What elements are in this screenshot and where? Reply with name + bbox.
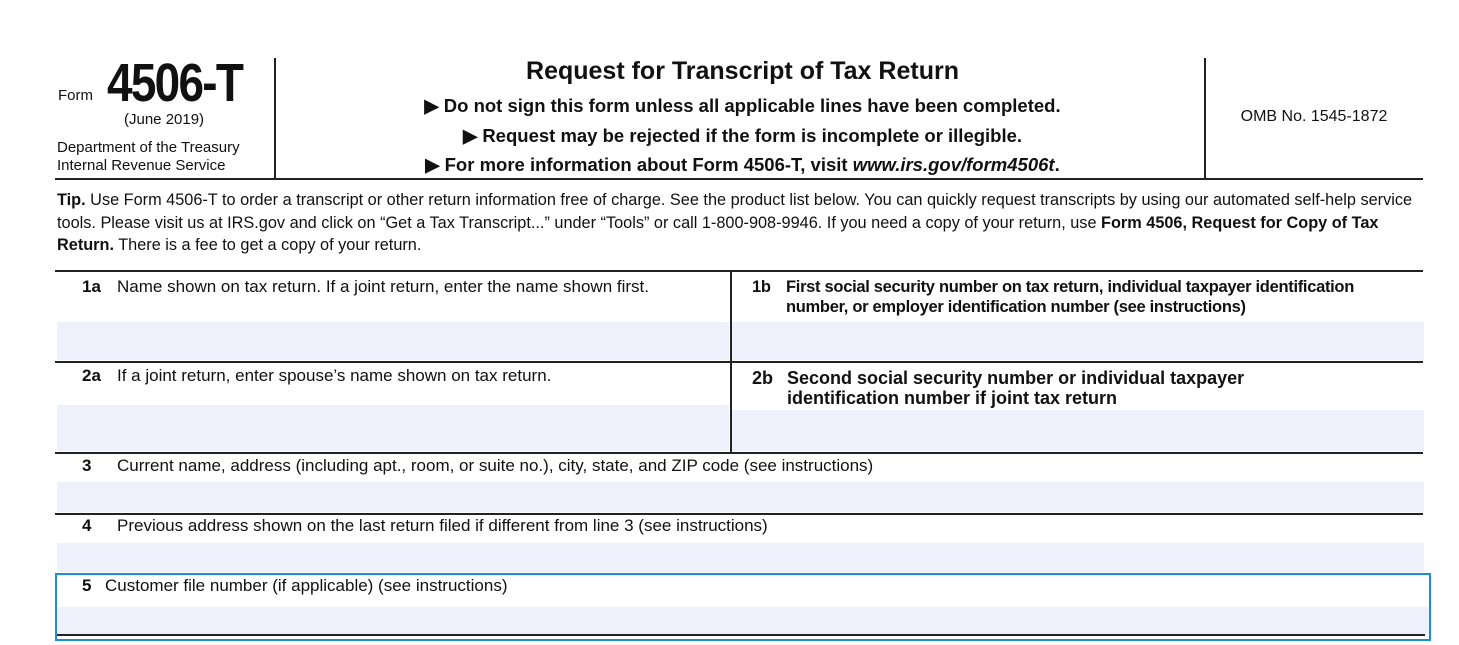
- omb-number: OMB No. 1545-1872: [1240, 108, 1388, 125]
- divider: [55, 270, 1423, 272]
- line-number: 1b: [752, 278, 771, 296]
- note-more-info: ▶ For more information about Form 4506-T…: [280, 154, 1205, 176]
- tip-text-end: There is a fee to get a copy of your ret…: [113, 236, 422, 254]
- info-suffix: .: [1054, 154, 1060, 175]
- line-4-label: 4 Previous address shown on the last retu…: [82, 516, 768, 536]
- line-number: 1a: [82, 277, 101, 296]
- line-1a-label: 1a Name shown on tax return. If a joint r…: [82, 277, 662, 297]
- field-1b-input[interactable]: [732, 322, 1424, 360]
- line-2a-label: 2a If a joint return, enter spouse’s name…: [82, 366, 702, 386]
- tip-label: Tip.: [57, 191, 86, 209]
- irs-link[interactable]: www.irs.gov/form4506t: [852, 154, 1055, 175]
- divider: [57, 634, 1425, 636]
- form-4506-ref: Form 4506, Request for Copy of Tax Retur…: [57, 213, 1379, 255]
- form-word: Form: [58, 87, 93, 104]
- field-5-container[interactable]: [55, 573, 1431, 641]
- department: Department of the Treasury: [57, 139, 240, 156]
- divider: [55, 361, 1423, 363]
- divider: [55, 452, 1423, 454]
- line-number: 4: [82, 516, 92, 535]
- tip-text: Use Form 4506-T to order a transcript or…: [57, 191, 1413, 232]
- divider: [55, 513, 1423, 515]
- label-text: Customer file number (if applicable) (se…: [105, 576, 508, 595]
- field-3-input[interactable]: [57, 482, 1424, 512]
- divider: [1204, 58, 1206, 179]
- note-do-not-sign: ▶ Do not sign this form unless all appli…: [424, 95, 1061, 116]
- form-number: 4506-T: [107, 53, 244, 113]
- field-5-input[interactable]: [57, 607, 1429, 635]
- line-number: 2b: [752, 368, 774, 388]
- line-number: 3: [82, 456, 92, 475]
- info-prefix: ▶ For more information about Form 4506-T…: [425, 154, 853, 175]
- line-number: 2a: [82, 366, 101, 385]
- agency-info: Department of the Treasury Internal Reve…: [57, 139, 240, 175]
- line-3-label: 3 Current name, address (including apt., …: [82, 456, 873, 476]
- line-number: 5: [82, 576, 92, 595]
- form-title: Request for Transcript of Tax Return: [526, 57, 959, 85]
- field-2a-input[interactable]: [57, 405, 729, 451]
- line-1b-label: 1b First social security number on tax re…: [752, 277, 1417, 317]
- label-text: Name shown on tax return. If a joint ret…: [117, 277, 649, 296]
- label-text: Current name, address (including apt., r…: [117, 456, 874, 475]
- form-revision: (June 2019): [124, 111, 205, 128]
- field-4-input[interactable]: [57, 543, 1424, 572]
- divider: [274, 58, 276, 179]
- label-text: First social security number on tax retu…: [786, 278, 1354, 316]
- note-rejected: ▶ Request may be rejected if the form is…: [462, 125, 1023, 146]
- tip-paragraph: Tip. Use Form 4506-T to order a transcri…: [57, 189, 1427, 257]
- label-text: Previous address shown on the last retur…: [117, 516, 768, 535]
- label-text: Second social security number or individ…: [787, 368, 1245, 408]
- label-text: If a joint return, enter spouse’s name s…: [117, 366, 552, 385]
- line-5-label: 5 Customer file number (if applicable) (s…: [82, 576, 508, 596]
- agency: Internal Revenue Service: [57, 157, 226, 174]
- line-2b-label: 2b Second social security number or indiv…: [752, 368, 1312, 408]
- divider: [55, 178, 1423, 180]
- field-1a-input[interactable]: [57, 322, 729, 360]
- field-2b-input[interactable]: [732, 410, 1424, 451]
